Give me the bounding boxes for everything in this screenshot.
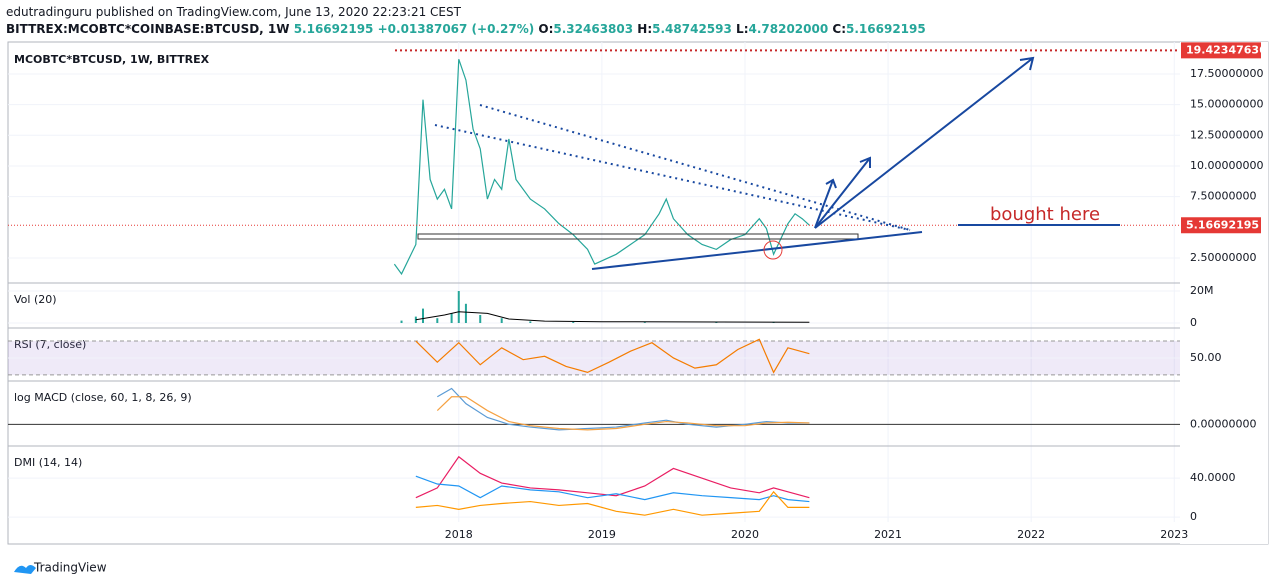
pane-title: Vol (20): [14, 293, 57, 306]
volume-bar: [500, 318, 503, 323]
series-line: [415, 338, 810, 374]
o-label: O:: [538, 22, 554, 36]
symbol: BITTREX:MCOBTC*COINBASE:BTCUSD, 1W: [6, 22, 290, 36]
y-tick-label: 12.50000000: [1190, 128, 1263, 141]
y-tick-label: 7.50000000: [1190, 190, 1256, 203]
y-tick-label: 20M: [1190, 284, 1214, 297]
series-line: [436, 396, 810, 431]
y-tick-label: 15.00000000: [1190, 98, 1263, 111]
arrow: [814, 56, 1035, 229]
c-label: C:: [832, 22, 847, 36]
y-tick-label: 0: [1190, 510, 1197, 523]
volume-bar: [643, 322, 646, 323]
series-line: [415, 455, 810, 499]
y-tick-label: 0: [1190, 316, 1197, 329]
arrow: [814, 156, 871, 229]
change: +0.01387067 (+0.27%): [377, 22, 535, 36]
x-tick-label: 2018: [445, 528, 473, 541]
arrow: [814, 178, 837, 229]
high: 5.48742593: [652, 22, 732, 36]
circle: [763, 240, 783, 260]
trendline: [479, 104, 911, 231]
volume-bar: [715, 322, 718, 323]
h-label: H:: [637, 22, 653, 36]
axis-bg: [1180, 42, 1268, 544]
symbol-line: BITTREX:MCOBTC*COINBASE:BTCUSD, 1W 5.166…: [6, 22, 926, 36]
annotation: bought here: [990, 204, 1100, 225]
volume-bar: [529, 321, 532, 323]
pane-title: MCOBTC*BTCUSD, 1W, BITTREX: [14, 53, 210, 66]
box: [417, 233, 859, 240]
frame: [7, 41, 1269, 545]
volume-bar: [400, 320, 403, 323]
open: 5.32463803: [553, 22, 634, 36]
brand: TradingView: [33, 561, 107, 575]
y-tick-label: 40.0000: [1190, 471, 1236, 484]
y-tick-label: 0.00000000: [1190, 417, 1256, 430]
pane-title: log MACD (close, 60, 1, 8, 26, 9): [14, 391, 192, 404]
x-tick-label: 2019: [588, 528, 616, 541]
volume-bar: [464, 303, 467, 323]
series-line: [393, 59, 810, 276]
volume-bar: [572, 322, 575, 323]
y-tick-label: 17.50000000: [1190, 67, 1263, 80]
x-tick-label: 2021: [874, 528, 902, 541]
y-tick-label: 2.50000000: [1190, 251, 1256, 264]
low: 4.78202000: [748, 22, 829, 36]
publisher: edutradinguru published on TradingView.c…: [6, 5, 461, 19]
volume-bar: [450, 313, 453, 323]
series-line: [437, 387, 810, 431]
trendline: [591, 231, 923, 270]
pane-title: DMI (14, 14): [14, 456, 82, 469]
l-label: L:: [736, 22, 749, 36]
last-label-bg: [1181, 217, 1261, 234]
x-tick-label: 2020: [731, 528, 759, 541]
last: 5.16692195: [293, 22, 374, 36]
volume-bar: [421, 308, 424, 323]
drawings: [417, 56, 1120, 270]
x-tick-label: 2022: [1017, 528, 1045, 541]
last-label: 5.16692195: [1186, 218, 1259, 231]
series-line: [415, 475, 810, 503]
series-line: [415, 490, 810, 516]
y-tick-label: 10.00000000: [1190, 159, 1263, 172]
volume-ma: [415, 311, 810, 323]
x-tick-label: 2023: [1160, 528, 1188, 541]
trendline: [434, 124, 911, 231]
volume-bar: [479, 315, 482, 323]
logo: [14, 565, 36, 574]
y-tick-label: 50.00: [1190, 351, 1222, 364]
volume-bar: [457, 291, 460, 323]
high-label: 19.42347636: [1186, 43, 1267, 56]
close: 5.16692195: [846, 22, 926, 36]
volume-bar: [436, 318, 439, 323]
high-label-bg: [1181, 42, 1261, 59]
